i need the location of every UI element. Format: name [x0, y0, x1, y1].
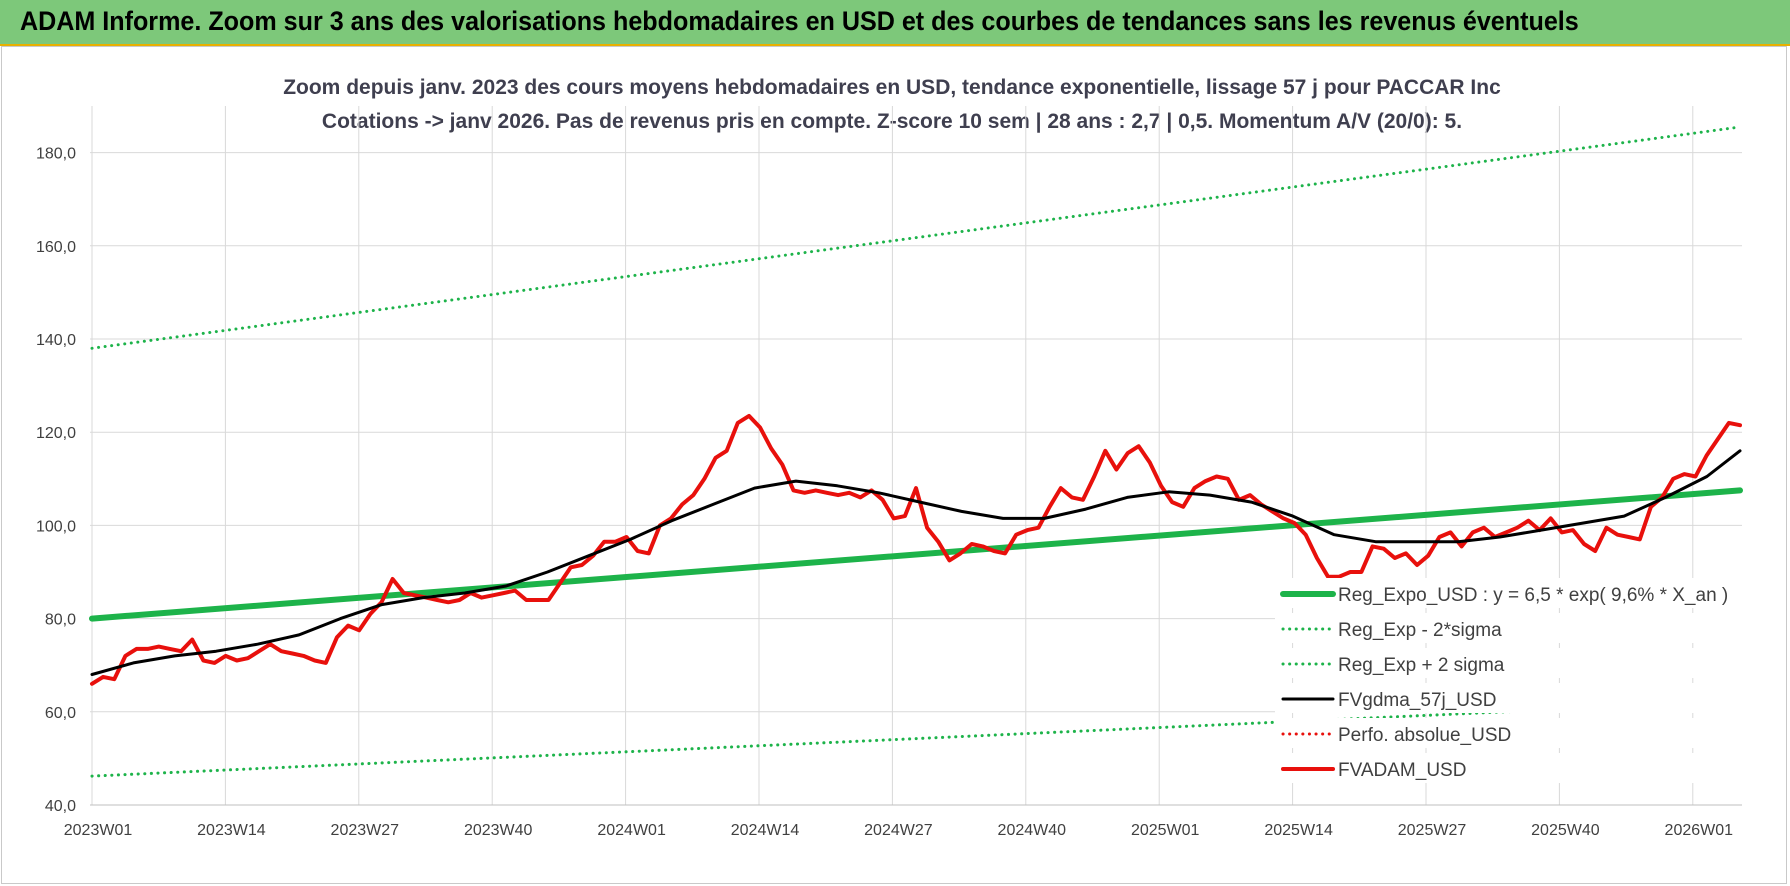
series-fvadam-usd	[90, 413, 1742, 686]
y-tick-label: 60,0	[45, 705, 76, 722]
legend-backdrop	[1275, 613, 1745, 643]
legend-backdrop	[1275, 648, 1745, 678]
legend-backdrop	[1275, 683, 1745, 713]
y-tick-label: 180,0	[36, 146, 76, 163]
series-reg-expo-usd	[89, 487, 1743, 622]
x-tick-label: 2025W40	[1531, 822, 1600, 839]
legend-label: FVgdma_57j_USD	[1338, 690, 1496, 711]
legend-label: Perfo. absolue_USD	[1338, 725, 1511, 746]
legend-label: Reg_Expo_USD : y = 6,5 * exp( 9,6% * X_a…	[1338, 585, 1728, 606]
y-tick-label: 120,0	[36, 425, 76, 442]
x-tick-label: 2023W14	[197, 822, 266, 839]
x-tick-label: 2023W40	[464, 822, 533, 839]
chart-title: Zoom depuis janv. 2023 des cours moyens …	[283, 76, 1501, 99]
x-tick-label: 2024W40	[998, 822, 1067, 839]
x-tick-label: 2025W27	[1398, 822, 1467, 839]
banner-title: ADAM Informe. Zoom sur 3 ans des valoris…	[20, 6, 1579, 36]
x-tick-label: 2026W01	[1665, 822, 1734, 839]
legend-label: Reg_Exp + 2 sigma	[1338, 655, 1505, 676]
legend-backdrop	[1275, 718, 1745, 748]
legend-label: FVADAM_USD	[1338, 760, 1466, 781]
legend-backdrop	[1275, 753, 1745, 783]
chart-frame	[1, 46, 1787, 884]
title-banner: ADAM Informe. Zoom sur 3 ans des valoris…	[0, 0, 1790, 46]
y-tick-label: 160,0	[36, 239, 76, 256]
x-tick-label: 2024W01	[597, 822, 666, 839]
legend-backdrop	[1275, 578, 1745, 608]
x-tick-label: 2025W14	[1264, 822, 1333, 839]
legend-label: Reg_Exp - 2*sigma	[1338, 620, 1502, 641]
x-tick-label: 2023W27	[331, 822, 400, 839]
x-tick-label: 2025W01	[1131, 822, 1200, 839]
x-tick-label: 2023W01	[64, 822, 133, 839]
y-tick-label: 80,0	[45, 612, 76, 629]
x-tick-label: 2024W27	[864, 822, 933, 839]
series-reg-exp-plus-2-sigma	[90, 125, 1742, 350]
series-fvgdma-57j-usd	[90, 449, 1742, 676]
series-reg-exp-minus-2-sigma	[90, 699, 1742, 778]
y-tick-label: 40,0	[45, 798, 76, 815]
x-tick-label: 2024W14	[731, 822, 800, 839]
y-tick-label: 140,0	[36, 332, 76, 349]
y-tick-label: 100,0	[36, 518, 76, 535]
